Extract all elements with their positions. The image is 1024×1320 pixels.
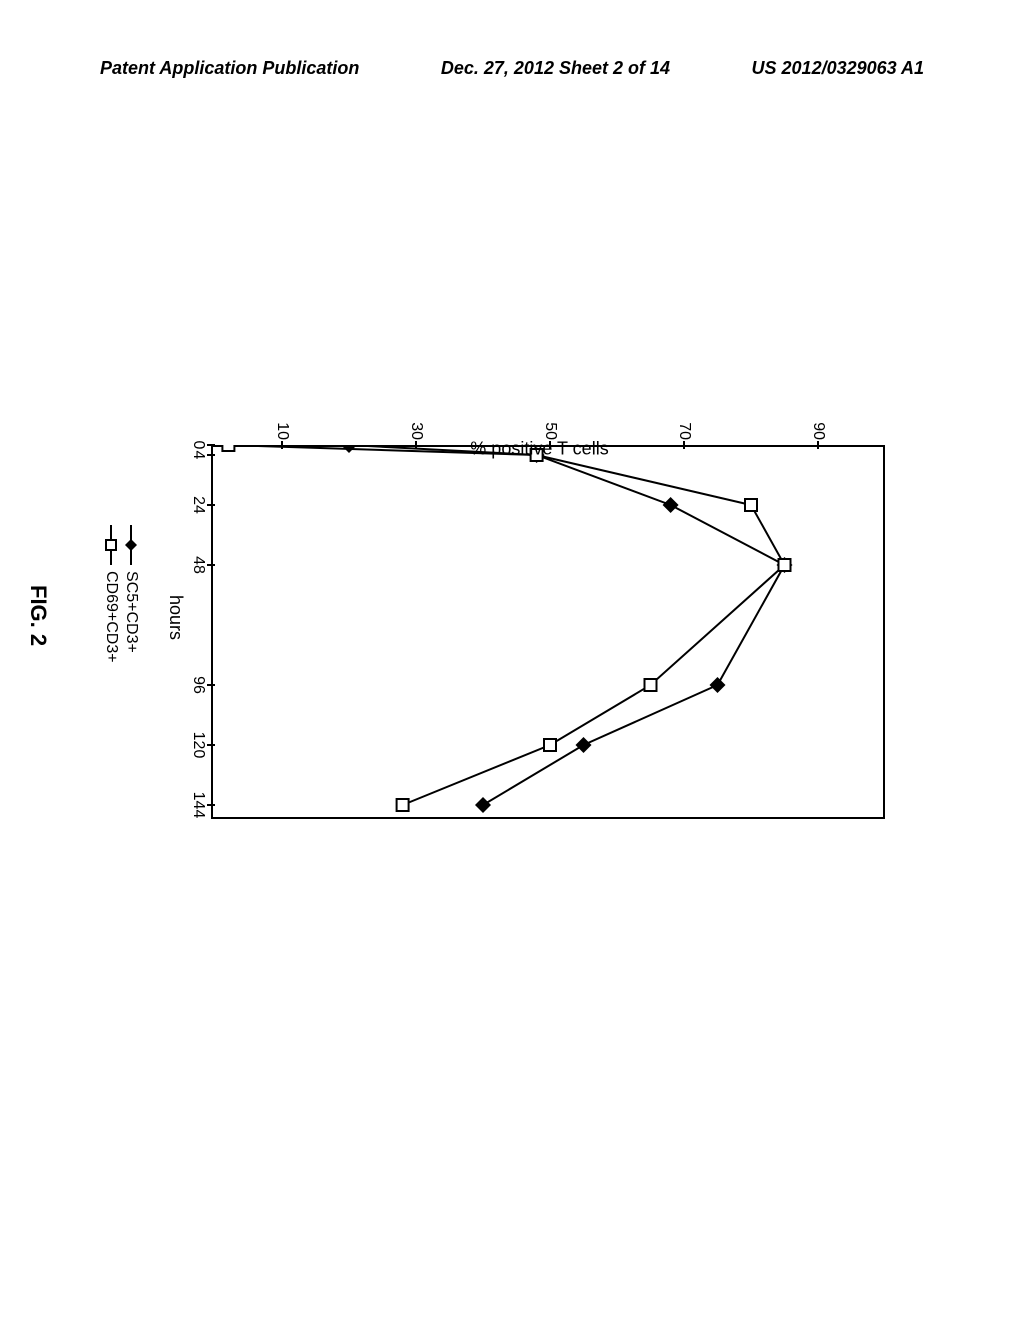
header-left: Patent Application Publication — [100, 58, 359, 79]
legend-item-sc5: SC5+CD3+ — [122, 525, 140, 663]
x-tick-label: 4 — [189, 451, 207, 460]
x-tick-label: 0 — [189, 441, 207, 450]
legend-line-1 — [130, 525, 132, 565]
page-header: Patent Application Publication Dec. 27, … — [0, 58, 1024, 79]
legend-label-1: SC5+CD3+ — [122, 571, 140, 653]
y-tick-label: 30 — [407, 422, 425, 440]
y-axis-label: % positive T cells — [470, 439, 608, 460]
y-tick-label: 90 — [809, 422, 827, 440]
chart-inner: % positive T cells hours 10 30 50 70 90 04 24… — [125, 385, 885, 835]
x-tick-label: 96 — [189, 676, 207, 694]
legend-item-cd69: CD69+CD3+ — [102, 525, 120, 663]
x-tick-label: 120 — [189, 732, 207, 759]
x-tick-label: 144 — [189, 792, 207, 819]
x-axis-label: hours — [165, 595, 186, 640]
header-center: Dec. 27, 2012 Sheet 2 of 14 — [441, 58, 670, 79]
legend: SC5+CD3+ CD69+CD3+ — [100, 525, 140, 663]
figure-label: FIG. 2 — [25, 585, 51, 646]
x-tick-label: 24 — [189, 496, 207, 514]
header-right: US 2012/0329063 A1 — [752, 58, 924, 79]
chart-wrapper: % positive T cells hours 10 30 50 70 90 04 24… — [125, 385, 885, 835]
legend-line-2 — [110, 525, 112, 565]
y-tick-label: 50 — [541, 422, 559, 440]
legend-label-2: CD69+CD3+ — [102, 571, 120, 663]
x-tick-label: 48 — [189, 556, 207, 574]
y-tick-label: 10 — [273, 422, 291, 440]
y-tick-label: 70 — [675, 422, 693, 440]
chart-svg — [215, 445, 885, 815]
